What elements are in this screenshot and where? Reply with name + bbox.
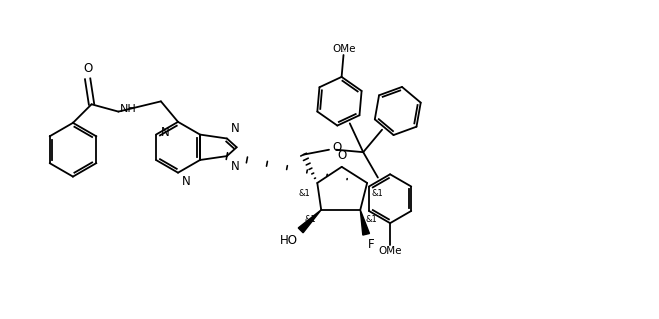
- Text: OMe: OMe: [332, 44, 356, 54]
- Text: F: F: [368, 238, 375, 251]
- Polygon shape: [299, 210, 321, 233]
- Text: &1: &1: [299, 189, 310, 198]
- Text: N: N: [231, 160, 240, 173]
- Text: &1: &1: [365, 215, 377, 224]
- Text: NH: NH: [121, 104, 137, 114]
- Text: N: N: [182, 175, 190, 188]
- Text: O: O: [332, 141, 341, 154]
- Polygon shape: [360, 210, 370, 235]
- Text: N: N: [161, 126, 169, 139]
- Text: OMe: OMe: [378, 246, 402, 256]
- Text: &1: &1: [371, 189, 383, 198]
- Text: O: O: [83, 62, 92, 75]
- Text: &1: &1: [304, 215, 316, 224]
- Text: N: N: [231, 122, 240, 135]
- Text: methoxy: methoxy: [341, 50, 347, 52]
- Text: O: O: [337, 149, 347, 162]
- Text: HO: HO: [279, 234, 298, 247]
